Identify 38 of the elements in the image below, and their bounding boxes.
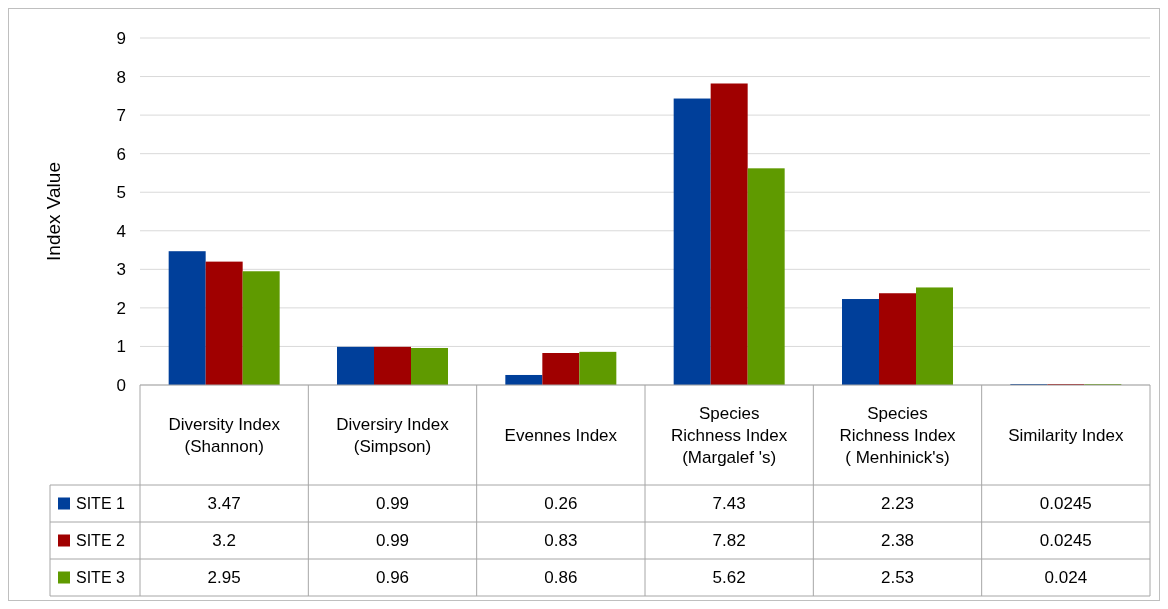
data-label: 5.62 <box>712 568 746 588</box>
x-tick-label: Evennes Index <box>504 425 618 445</box>
data-label: 7.82 <box>712 531 746 551</box>
data-label: 0.99 <box>375 531 410 551</box>
legend-label: SITE 1 <box>76 495 126 513</box>
y-tick-label: 5 <box>116 183 126 203</box>
y-tick-label: 8 <box>116 67 126 87</box>
data-label: 7.43 <box>712 494 746 514</box>
data-label: 2.23 <box>880 494 915 514</box>
data-label: 0.0245 <box>1039 494 1092 514</box>
legend-label: SITE 3 <box>76 569 126 587</box>
x-tick-label: Similarity Index <box>1008 425 1124 445</box>
data-label: 0.83 <box>544 531 578 551</box>
x-tick-label: Diversity Index (Shannon) <box>168 414 281 456</box>
data-label: 0.86 <box>544 568 578 588</box>
data-label: 0.0245 <box>1039 531 1092 551</box>
y-axis-title: Index Value <box>43 162 64 261</box>
data-label: 3.2 <box>212 531 236 551</box>
data-label: 2.38 <box>880 531 915 551</box>
data-label: 0.26 <box>544 494 578 514</box>
x-tick-label: Diversiry Index (Simpson) <box>336 414 450 456</box>
data-label: 0.99 <box>375 494 410 514</box>
y-tick-label: 2 <box>116 298 126 318</box>
data-label: 2.53 <box>880 568 915 588</box>
data-label: 0.024 <box>1044 568 1088 588</box>
x-tick-label: Species Richness Index ( Menhinick's) <box>839 403 957 467</box>
x-tick-label: Species Richness Index (Margalef 's) <box>671 403 788 467</box>
y-tick-label: 3 <box>116 260 126 280</box>
data-label: 2.95 <box>207 568 241 588</box>
y-tick-label: 6 <box>116 144 126 164</box>
y-tick-label: 4 <box>116 221 126 241</box>
data-label: 3.47 <box>207 494 241 514</box>
y-tick-label: 0 <box>116 375 126 395</box>
legend-label: SITE 2 <box>76 532 126 550</box>
y-tick-label: 7 <box>116 106 126 126</box>
y-tick-label: 1 <box>116 337 126 357</box>
y-tick-label: 9 <box>116 28 126 48</box>
data-label: 0.96 <box>375 568 410 588</box>
